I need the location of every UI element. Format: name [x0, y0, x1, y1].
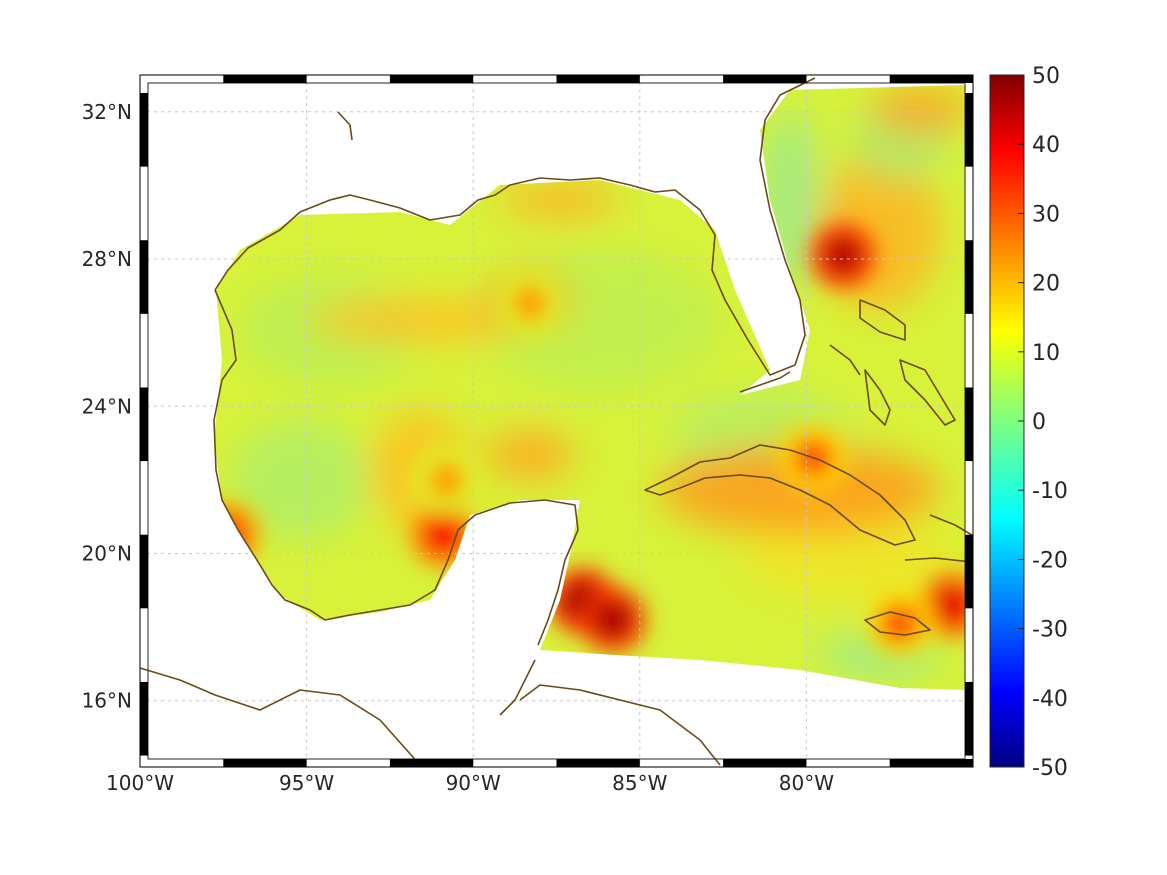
lon-tick-label: 100°W	[106, 771, 174, 795]
frame-segment	[889, 759, 973, 767]
frame-segment	[965, 681, 973, 756]
colorbar: 50 40 30 20 10 0 -10 -20 -30 -40 -50	[989, 64, 1068, 781]
frame-segment	[223, 759, 307, 767]
colorbar-tick-label: 20	[1032, 272, 1060, 297]
colorbar-tick-label: 10	[1032, 341, 1060, 366]
frame-segment	[223, 75, 307, 83]
colorbar-tick-label: -20	[1032, 548, 1068, 573]
lat-tick-label: 24°N	[82, 394, 132, 418]
map-grid	[140, 75, 973, 767]
hotspot-core	[423, 515, 464, 556]
frame-segment	[889, 75, 973, 83]
lat-tick-label: 16°N	[82, 689, 132, 713]
lon-tick-label: 90°W	[446, 771, 501, 795]
lon-tick-label: 85°W	[612, 771, 667, 795]
frame-segment	[389, 759, 474, 767]
frame-segment	[965, 93, 973, 167]
frame-segment	[140, 387, 148, 462]
frame-segment	[140, 534, 148, 609]
longitude-tick-labels: 100°W 95°W 90°W 85°W 80°W	[106, 771, 834, 795]
frame-segment	[965, 387, 973, 462]
hotspot-core	[509, 283, 550, 324]
colorbar-tick-label: -30	[1032, 618, 1068, 643]
latitude-tick-labels: 32°N 28°N 24°N 20°N 16°N	[82, 100, 132, 713]
map-frame-border	[140, 75, 973, 767]
hotspot-core	[933, 585, 965, 626]
frame-segment	[965, 240, 973, 314]
coastlines	[139, 77, 973, 766]
colorbar-tick-label: -10	[1032, 479, 1068, 504]
colorbar-tick-label: 40	[1032, 133, 1060, 158]
frame-segment	[140, 93, 148, 167]
colorbar-tick-label: 30	[1032, 202, 1060, 227]
frame-segment	[556, 75, 640, 83]
hotspot-core	[426, 459, 467, 500]
hotspot-core	[879, 603, 920, 644]
frame-segment	[723, 759, 807, 767]
colorbar-ticks: 50 40 30 20 10 0 -10 -20 -30 -40 -50	[1018, 64, 1068, 781]
frame-segment	[723, 75, 807, 83]
lon-tick-label: 95°W	[279, 771, 334, 795]
colorbar-tick-label: 0	[1032, 410, 1046, 435]
frame-segment	[140, 681, 148, 756]
hotspot-halo	[214, 501, 261, 570]
lat-tick-label: 20°N	[82, 542, 132, 566]
lat-tick-label: 32°N	[82, 100, 132, 124]
frame-segment	[389, 75, 474, 83]
colorbar-tick-label: -50	[1032, 756, 1068, 781]
hotspot-core	[823, 235, 864, 276]
colorbar-tick-label: 50	[1032, 64, 1060, 89]
colorbar-tick-label: -40	[1032, 687, 1068, 712]
lon-tick-label: 80°W	[779, 771, 834, 795]
lat-tick-label: 28°N	[82, 247, 132, 271]
frame-segment	[965, 534, 973, 609]
hotspot-core	[593, 599, 634, 640]
frame-segment	[556, 759, 640, 767]
frame-segment	[140, 240, 148, 314]
